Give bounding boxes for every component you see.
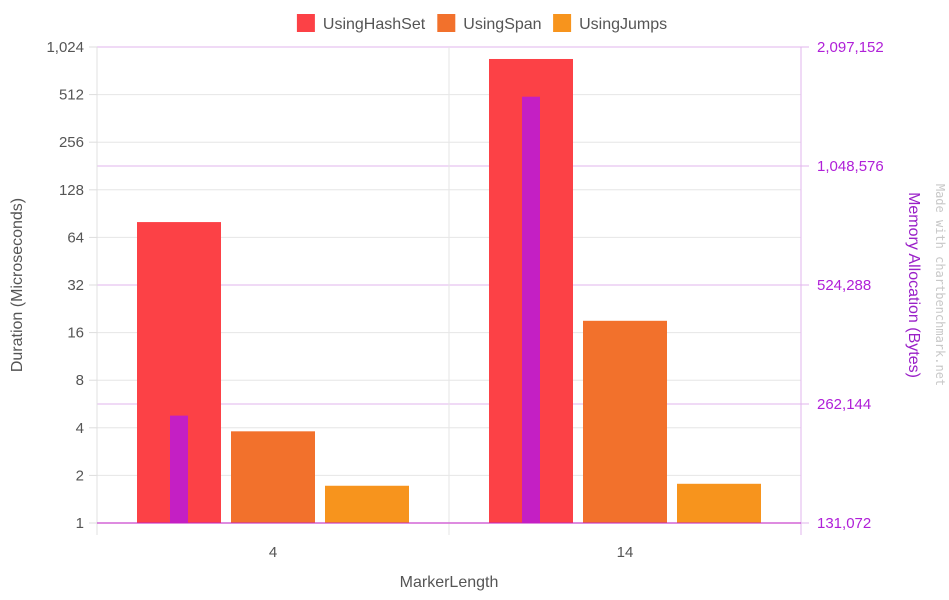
- y-tick-label: 512: [59, 87, 84, 104]
- bars: [137, 58, 761, 523]
- memory-bar-14[interactable]: [522, 96, 540, 523]
- legend-item-UsingJumps[interactable]: UsingJumps: [553, 14, 667, 33]
- y-tick-label: 256: [59, 134, 84, 151]
- x-axis-title: MarkerLength: [400, 574, 499, 591]
- x-tick-label: 14: [617, 544, 634, 561]
- y2-tick-label: 524,288: [817, 277, 871, 294]
- y-tick-label: 1: [76, 515, 84, 532]
- y-tick-label: 16: [67, 325, 84, 342]
- y2-tick-label: 131,072: [817, 515, 871, 532]
- y-tick-label: 32: [67, 277, 84, 294]
- x-tick-label: 4: [269, 544, 277, 561]
- legend[interactable]: UsingHashSet UsingSpan UsingJumps: [296, 14, 667, 33]
- watermark: Made with chartbenchmark.net: [933, 184, 947, 386]
- y-tick-label: 1,024: [46, 39, 84, 56]
- legend-label: UsingHashSet: [323, 16, 426, 33]
- memory-bar-4[interactable]: [170, 415, 188, 523]
- y-tick-label: 128: [59, 182, 84, 199]
- y-axis-title: Duration (Microseconds): [9, 198, 26, 372]
- y-tick-label: 4: [76, 420, 84, 437]
- legend-item-UsingHashSet[interactable]: UsingHashSet: [296, 14, 426, 33]
- y-tick-label: 8: [76, 372, 84, 389]
- y2-tick-label: 2,097,152: [817, 39, 884, 56]
- bar-UsingSpan-14[interactable]: [583, 320, 667, 523]
- bar-UsingJumps-4[interactable]: [325, 485, 409, 523]
- axes: 1 2 4 8 16 32 64 128 256 512 1,024 131,072 262,144 52…: [46, 39, 883, 561]
- legend-item-UsingSpan[interactable]: UsingSpan: [437, 14, 542, 33]
- y2-tick-label: 1,048,576: [817, 158, 884, 175]
- bar-UsingJumps-14[interactable]: [677, 483, 761, 523]
- y-tick-label: 64: [67, 229, 84, 246]
- legend-label: UsingSpan: [463, 16, 541, 33]
- legend-label: UsingJumps: [579, 16, 667, 33]
- y-tick-label: 2: [76, 467, 84, 484]
- y2-tick-label: 262,144: [817, 396, 871, 413]
- bar-UsingSpan-4[interactable]: [231, 431, 315, 523]
- y2-axis-title: Memory Allocation (Bytes): [905, 192, 922, 378]
